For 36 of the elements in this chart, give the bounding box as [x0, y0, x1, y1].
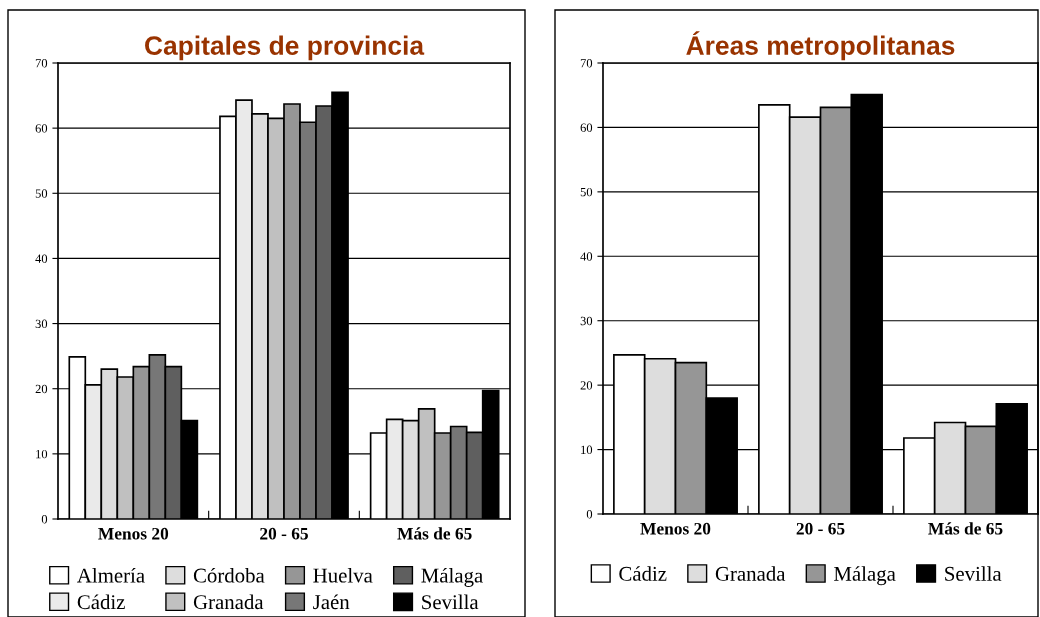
- y-tick-label: 60: [35, 124, 48, 133]
- y-tick-label: 60: [580, 123, 593, 132]
- legend-label: Córdoba: [193, 567, 265, 583]
- y-tick-label: 50: [35, 189, 48, 198]
- x-tick-label: Más de 65: [397, 527, 472, 540]
- y-tick-label: 50: [580, 187, 593, 197]
- y-tick-label: 10: [36, 449, 48, 459]
- chart-title: Áreas metropolitanas: [686, 31, 955, 61]
- y-tick-label: 30: [35, 319, 48, 329]
- legend-label: Sevilla: [422, 594, 479, 610]
- y-tick-label: 0: [41, 515, 48, 524]
- y-tick-label: 70: [35, 59, 48, 68]
- legend-label: Cádiz: [77, 594, 125, 610]
- x-tick-label: Menos 20: [640, 522, 711, 535]
- y-tick-label: 30: [580, 316, 593, 326]
- x-tick-label: 20 - 65: [796, 522, 845, 535]
- legend-label: Granada: [193, 594, 264, 610]
- x-tick-label: Menos 20: [98, 527, 169, 540]
- y-tick-label: 20: [580, 381, 593, 390]
- y-tick-label: 0: [586, 510, 593, 519]
- y-tick-label: 20: [35, 384, 48, 394]
- legend-label: Málaga: [421, 567, 483, 587]
- chart-title: Capitales de provincia: [145, 35, 425, 61]
- legend-label: Sevilla: [945, 566, 1002, 581]
- legend-label: Jaén: [313, 594, 350, 610]
- y-tick-label: 10: [581, 445, 593, 455]
- x-tick-label: 20 - 65: [260, 527, 308, 540]
- y-tick-label: 70: [580, 59, 593, 68]
- legend-label: Almería: [77, 567, 145, 583]
- legend-label: Cádiz: [619, 566, 667, 581]
- x-tick-label: Más de 65: [928, 522, 1003, 535]
- legend-label: Granada: [715, 566, 786, 581]
- y-tick-label: 40: [35, 254, 48, 263]
- legend-label: Huelva: [313, 567, 373, 583]
- legend-label: Málaga: [834, 566, 896, 586]
- y-tick-label: 40: [580, 252, 593, 261]
